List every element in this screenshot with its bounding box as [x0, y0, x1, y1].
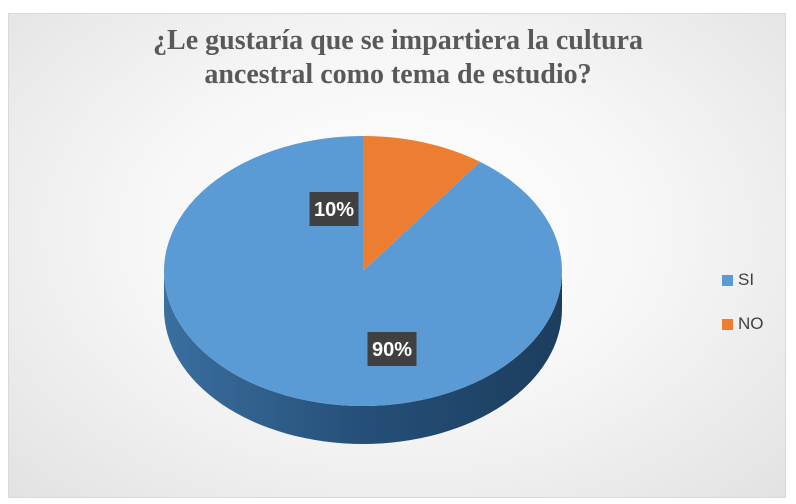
legend-item-si: SI	[722, 270, 764, 290]
data-label-text: 10%	[314, 199, 354, 221]
data-label-box	[367, 332, 417, 366]
pie-slices	[163, 136, 562, 406]
legend-label-no: NO	[738, 314, 764, 333]
data-labels: 90% 10%	[309, 192, 417, 366]
data-label-box	[309, 192, 359, 226]
pie-slice-no	[363, 136, 480, 271]
legend-swatch-no	[722, 318, 733, 330]
legend-label-si: SI	[738, 270, 755, 289]
data-label-text: 90%	[372, 339, 412, 361]
legend: SI NO	[722, 270, 764, 358]
chart-title: ¿Le gustaría que se impartiera la cultur…	[0, 24, 796, 92]
chart-title-line-2: ancestral como tema de estudio?	[204, 59, 592, 90]
pie-sides	[164, 271, 562, 444]
chart-title-line-1: ¿Le gustaría que se impartiera la cultur…	[153, 25, 643, 56]
data-label-no: 10%	[309, 192, 359, 226]
data-label-si: 90%	[367, 332, 417, 366]
pie-side-si	[164, 271, 562, 444]
legend-swatch-si	[722, 274, 733, 286]
legend-item-no: NO	[722, 314, 764, 334]
